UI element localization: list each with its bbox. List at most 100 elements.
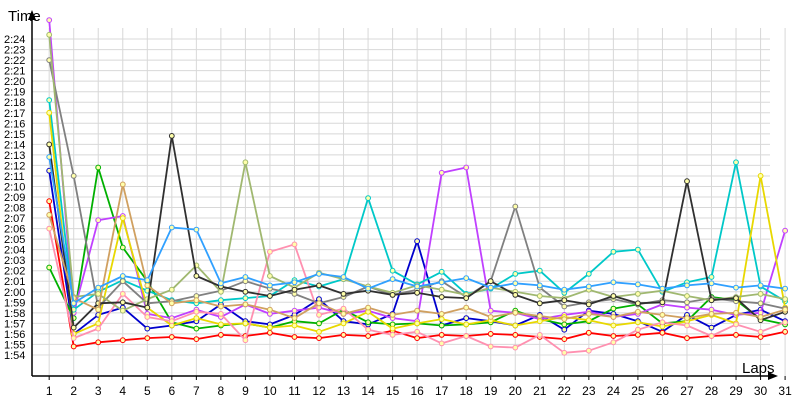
data-point (438, 316, 445, 323)
data-point (536, 282, 543, 289)
data-point (168, 318, 175, 325)
data-point (585, 283, 592, 290)
x-tick-label: 21 (533, 384, 547, 398)
data-point (70, 324, 77, 331)
data-point (757, 173, 764, 179)
data-point (438, 286, 445, 293)
data-point (463, 304, 470, 311)
axes: Time Laps (8, 8, 778, 380)
data-point (610, 322, 617, 329)
data-point (218, 303, 224, 310)
data-point (193, 226, 200, 233)
y-tick-label: 2:16 (4, 118, 25, 130)
data-point (536, 300, 543, 307)
data-point (561, 321, 568, 328)
y-tick-label: 2:05 (4, 234, 25, 246)
data-point (389, 332, 396, 338)
data-point (389, 312, 396, 318)
data-point (684, 335, 690, 342)
data-point (585, 271, 592, 277)
data-point (782, 296, 788, 303)
data-point (561, 336, 568, 343)
data-point (561, 297, 568, 304)
data-point (365, 304, 372, 311)
series-2 (46, 198, 788, 350)
data-point (242, 288, 249, 295)
x-tick-label: 12 (312, 384, 326, 398)
data-point (438, 268, 445, 275)
data-point (438, 279, 445, 286)
y-tick-label: 2:06 (4, 224, 25, 236)
data-point (291, 307, 298, 314)
y-tick-label: 1:55 (4, 339, 25, 351)
data-point (95, 325, 102, 332)
y-tick-label: 2:20 (4, 76, 25, 88)
data-point (95, 164, 102, 171)
x-tick-label: 28 (705, 384, 719, 398)
data-point (708, 297, 715, 304)
y-tick-label: 2:17 (4, 108, 25, 120)
data-point (733, 284, 739, 291)
data-point (95, 291, 102, 297)
data-point (291, 322, 298, 329)
x-tick-label: 20 (509, 384, 523, 398)
y-tick-label: 2:03 (4, 255, 25, 267)
data-point (757, 314, 764, 320)
data-point (119, 278, 126, 285)
y-tick-label: 2:11 (4, 171, 25, 183)
data-point (193, 273, 200, 279)
x-axis-arrow (768, 372, 778, 380)
data-point (95, 306, 102, 313)
y-tick-label: 2:13 (4, 150, 25, 162)
y-tick-label: 1:54 (4, 350, 25, 362)
data-point (414, 335, 421, 342)
data-point (733, 321, 739, 328)
data-point (487, 343, 494, 350)
data-point (291, 315, 298, 322)
data-point (438, 311, 445, 317)
data-point (561, 303, 568, 310)
data-point (365, 326, 372, 333)
data-point (487, 278, 494, 285)
data-point (46, 264, 53, 271)
data-point (316, 320, 322, 327)
series-7 (46, 225, 788, 356)
data-point (70, 173, 77, 179)
data-point (610, 279, 617, 286)
data-point (218, 280, 224, 287)
data-point (463, 315, 470, 322)
data-point (708, 311, 715, 317)
data-point (733, 309, 739, 316)
data-point (635, 291, 641, 297)
data-point (242, 301, 249, 308)
data-point (168, 133, 175, 139)
x-tick-label: 24 (607, 384, 621, 398)
data-point (119, 244, 126, 251)
data-point (365, 319, 372, 326)
data-point (70, 335, 77, 342)
data-point (782, 319, 788, 326)
data-point (757, 291, 764, 297)
data-point (782, 306, 788, 313)
data-point (536, 293, 543, 299)
data-point (536, 318, 543, 325)
x-tick-label: 3 (95, 384, 102, 398)
data-point (659, 329, 666, 336)
data-point (414, 289, 421, 296)
data-point (193, 297, 200, 304)
data-point (414, 307, 421, 314)
data-point (316, 335, 322, 342)
data-point (610, 305, 617, 312)
data-point (512, 203, 519, 210)
data-point (512, 322, 519, 329)
data-point (659, 312, 666, 318)
data-point (70, 300, 77, 307)
data-point (414, 328, 421, 335)
x-tick-label: 19 (484, 384, 498, 398)
data-point (635, 281, 641, 288)
data-point (635, 319, 641, 326)
y-axis-arrow (28, 10, 36, 20)
data-point (218, 321, 224, 328)
data-point (684, 282, 690, 289)
data-point (168, 334, 175, 340)
